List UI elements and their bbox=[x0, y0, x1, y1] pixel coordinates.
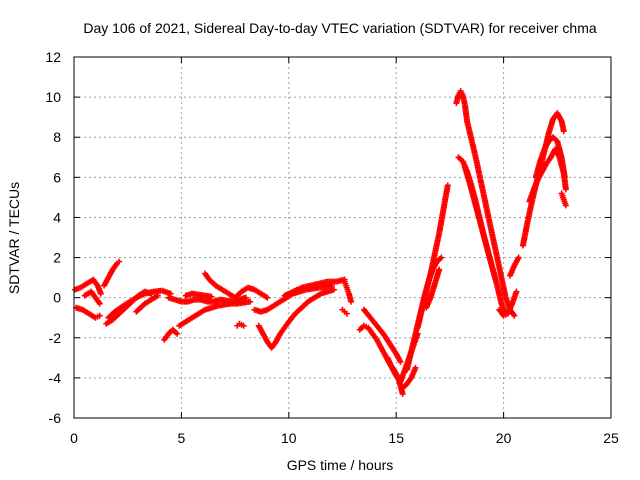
x-tick-label: 15 bbox=[388, 430, 404, 446]
data-point bbox=[561, 174, 568, 181]
chart-title: Day 106 of 2021, Sidereal Day-to-day VTE… bbox=[83, 20, 596, 36]
y-axis-label: SDTVAR / TECUs bbox=[6, 182, 22, 294]
data-point bbox=[208, 293, 215, 300]
data-point bbox=[511, 312, 518, 319]
tick-labels: 0 5 10 15 20 25 -6 -4 -2 0 2 4 6 8 10 12 bbox=[45, 49, 619, 446]
data-point bbox=[412, 364, 419, 371]
data-point bbox=[397, 358, 404, 365]
y-tick-label: 12 bbox=[45, 49, 61, 65]
data-point bbox=[247, 298, 254, 305]
data-point bbox=[513, 288, 520, 295]
y-tick-label: 10 bbox=[45, 89, 61, 105]
data-point bbox=[562, 202, 569, 209]
y-tick-label: 0 bbox=[53, 290, 61, 306]
data-point bbox=[174, 330, 181, 337]
data-point bbox=[515, 254, 522, 261]
data-point bbox=[492, 274, 499, 281]
data-point bbox=[562, 186, 569, 193]
y-tick-label: 8 bbox=[53, 129, 61, 145]
y-tick-label: -4 bbox=[49, 370, 62, 386]
y-tick-label: -6 bbox=[49, 410, 62, 426]
data-point bbox=[96, 300, 103, 307]
x-tick-label: 25 bbox=[603, 430, 619, 446]
axis-ticks bbox=[73, 56, 612, 419]
y-tick-label: -2 bbox=[49, 330, 62, 346]
data-point bbox=[343, 310, 350, 317]
y-tick-label: 2 bbox=[53, 250, 61, 266]
x-tick-label: 0 bbox=[70, 430, 78, 446]
data-point bbox=[97, 290, 104, 297]
data-point bbox=[436, 266, 443, 273]
data-point bbox=[444, 182, 451, 189]
x-tick-label: 20 bbox=[496, 430, 512, 446]
y-tick-label: 4 bbox=[53, 209, 61, 225]
data-point bbox=[560, 128, 567, 135]
data-point bbox=[96, 312, 103, 319]
data-point bbox=[348, 298, 355, 305]
data-point bbox=[399, 390, 406, 397]
data-point bbox=[154, 292, 161, 299]
data-point bbox=[116, 258, 123, 265]
data-point bbox=[240, 322, 247, 329]
data-point bbox=[264, 294, 271, 301]
plot-frame bbox=[73, 56, 612, 419]
y-tick-label: 6 bbox=[53, 169, 61, 185]
data-points bbox=[72, 88, 569, 397]
x-tick-label: 10 bbox=[281, 430, 297, 446]
grid bbox=[74, 57, 611, 418]
x-axis-label: GPS time / hours bbox=[287, 457, 394, 473]
x-tick-label: 5 bbox=[178, 430, 186, 446]
data-point bbox=[438, 254, 445, 261]
data-point bbox=[330, 286, 337, 293]
